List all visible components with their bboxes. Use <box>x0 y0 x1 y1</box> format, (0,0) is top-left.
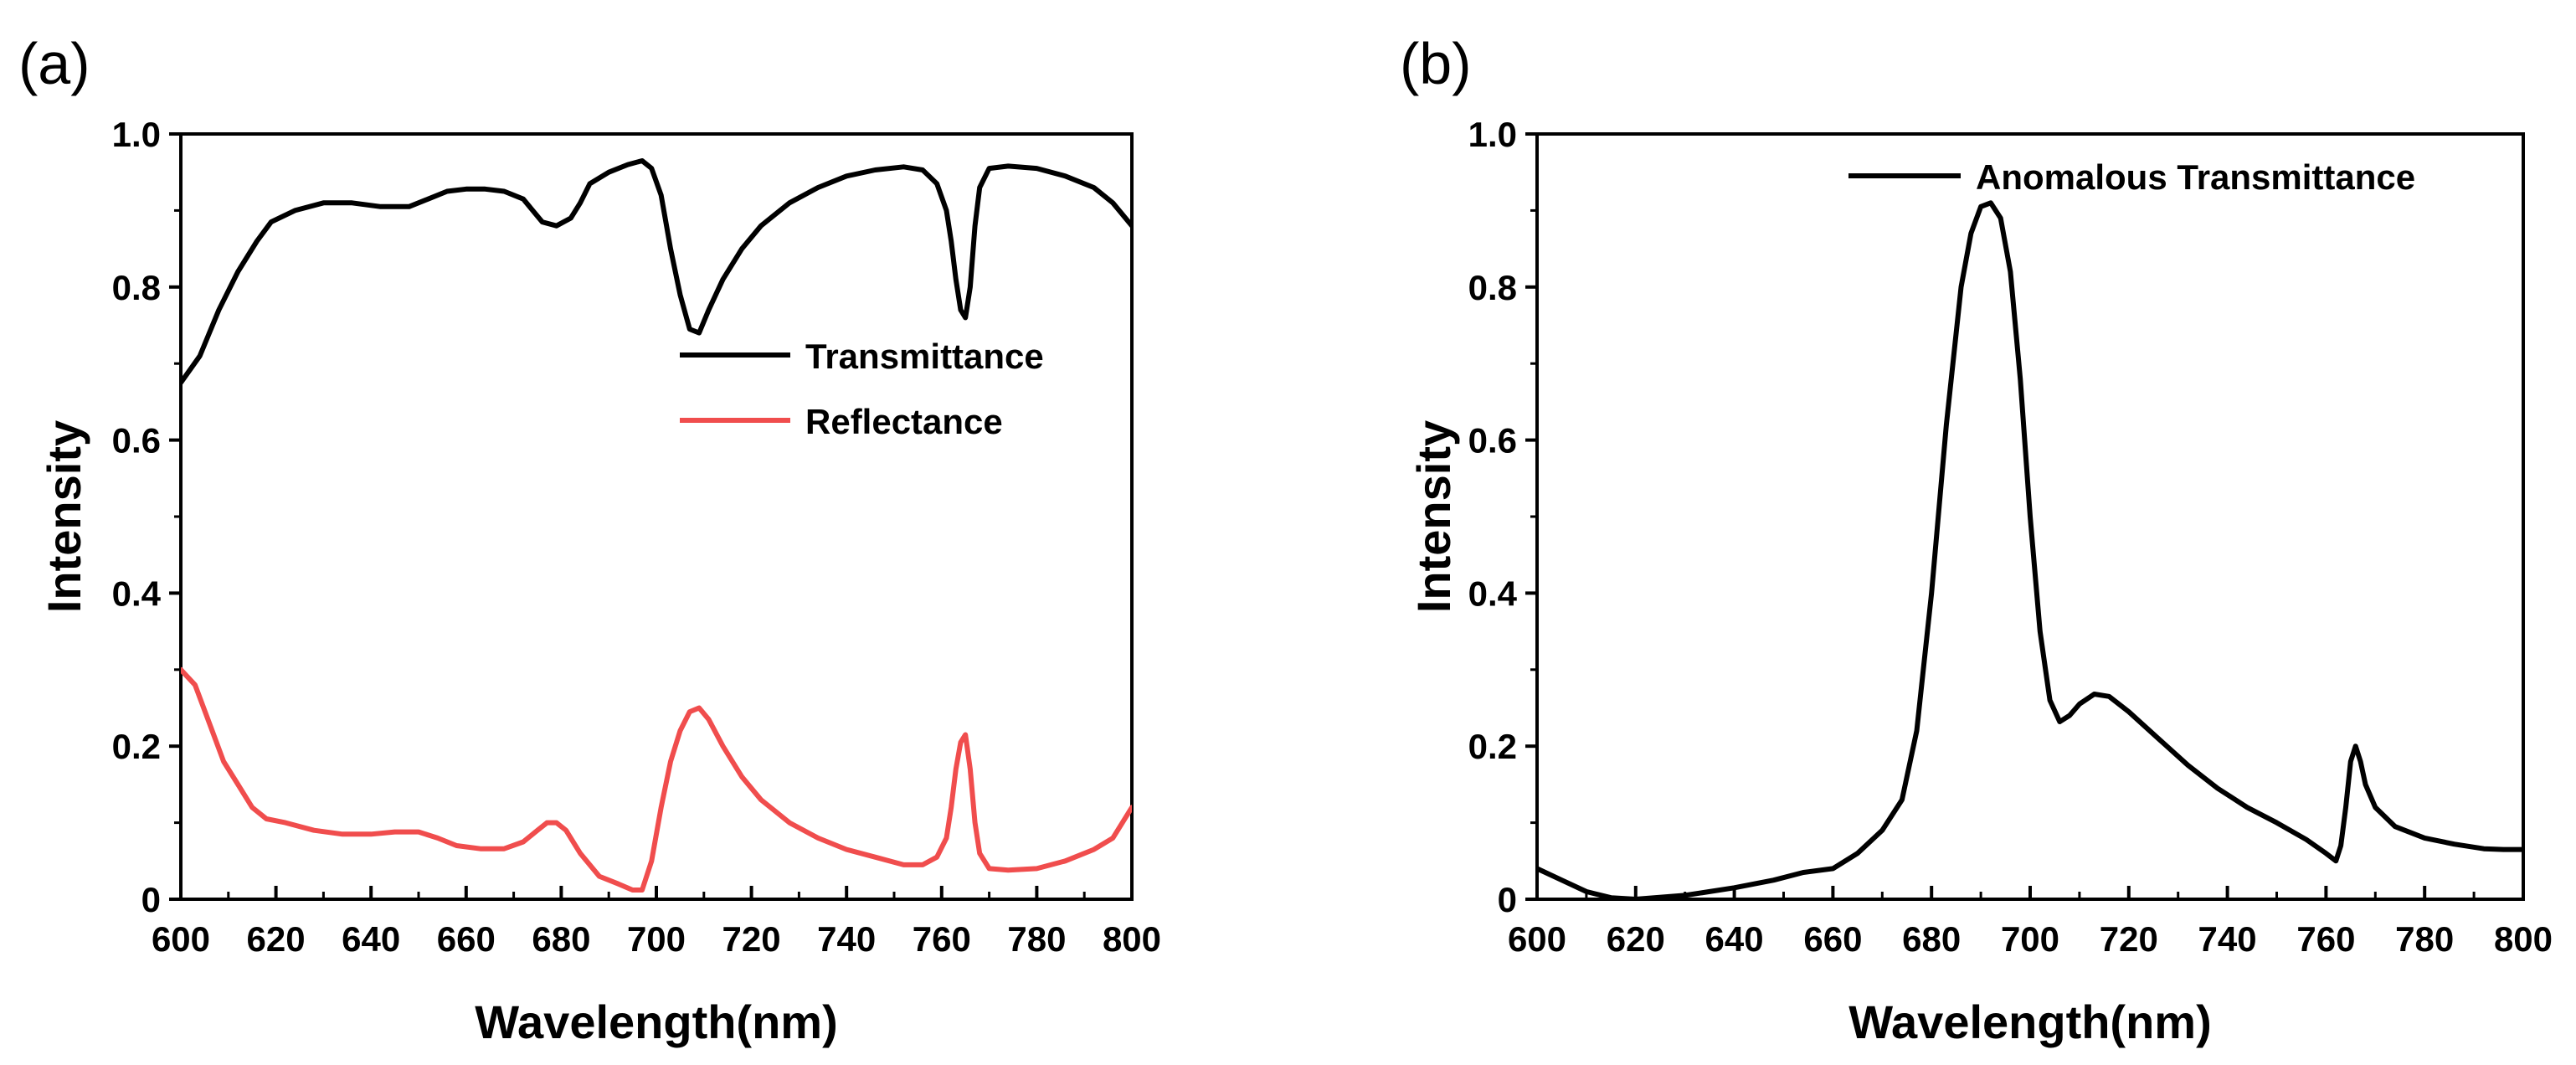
x-tick-label: 620 <box>247 919 306 959</box>
legend-label: Anomalous Transmittance <box>1976 157 2415 197</box>
x-tick-label: 620 <box>1607 919 1665 959</box>
chart-panel-b: (b) 600 620 640 660 680 700 720 740 760 780 800 0 0.2… <box>1400 31 2553 1048</box>
y-tick-label: 1.0 <box>112 115 161 154</box>
x-tick-label: 660 <box>437 919 496 959</box>
x-tick-label: 720 <box>2100 919 2158 959</box>
x-tick-label: 800 <box>1103 919 1161 959</box>
x-axis-title: Wavelength(nm) <box>475 996 837 1048</box>
legend-label: Transmittance <box>805 337 1044 376</box>
x-tick-label: 760 <box>2296 919 2355 959</box>
y-tick-label: 0 <box>1498 880 1517 919</box>
x-tick-label: 680 <box>1902 919 1961 959</box>
x-tick-label: 700 <box>2001 919 2059 959</box>
series-line-anomalous-transmittance <box>1537 200 2523 899</box>
series-line-reflectance <box>181 666 1132 893</box>
x-tick-label: 800 <box>2494 919 2553 959</box>
legend-label: Reflectance <box>805 402 1003 441</box>
x-tick-label: 600 <box>1508 919 1566 959</box>
x-tick-label: 600 <box>152 919 210 959</box>
x-tick-label: 780 <box>1007 919 1066 959</box>
y-tick-label: 0.6 <box>1468 421 1517 460</box>
y-tick-label: 0.2 <box>1468 727 1517 766</box>
x-tick-label: 760 <box>913 919 971 959</box>
x-tick-label: 720 <box>722 919 781 959</box>
x-tick-label: 740 <box>2198 919 2257 959</box>
plot-frame <box>179 132 1134 901</box>
y-axis-title: Intensity <box>1407 420 1460 613</box>
series-line-transmittance <box>181 158 1132 385</box>
x-tick-label: 700 <box>627 919 686 959</box>
x-tick-label: 740 <box>817 919 876 959</box>
x-tick-label: 660 <box>1803 919 1862 959</box>
x-tick-label: 680 <box>532 919 590 959</box>
y-tick-label: 1.0 <box>1468 115 1517 154</box>
x-tick-label: 640 <box>342 919 400 959</box>
x-axis-title: Wavelength(nm) <box>1848 996 2211 1048</box>
y-axis-title: Intensity <box>38 420 90 613</box>
x-tick-label: 640 <box>1705 919 1764 959</box>
chart-panel-a: (a) 600 620 640 660 680 700 720 740 760 780 800 0 0.2… <box>18 31 1161 1048</box>
x-tick-label: 780 <box>2395 919 2454 959</box>
y-tick-label: 0.4 <box>1468 574 1518 613</box>
panel-label: (b) <box>1400 31 1472 96</box>
y-tick-label: 0.6 <box>112 421 161 460</box>
y-tick-label: 0.2 <box>112 727 161 766</box>
y-tick-label: 0.4 <box>112 574 162 613</box>
panel-label: (a) <box>18 31 90 96</box>
y-tick-label: 0 <box>141 880 161 919</box>
y-tick-label: 0.8 <box>1468 268 1517 307</box>
y-tick-label: 0.8 <box>112 268 161 307</box>
